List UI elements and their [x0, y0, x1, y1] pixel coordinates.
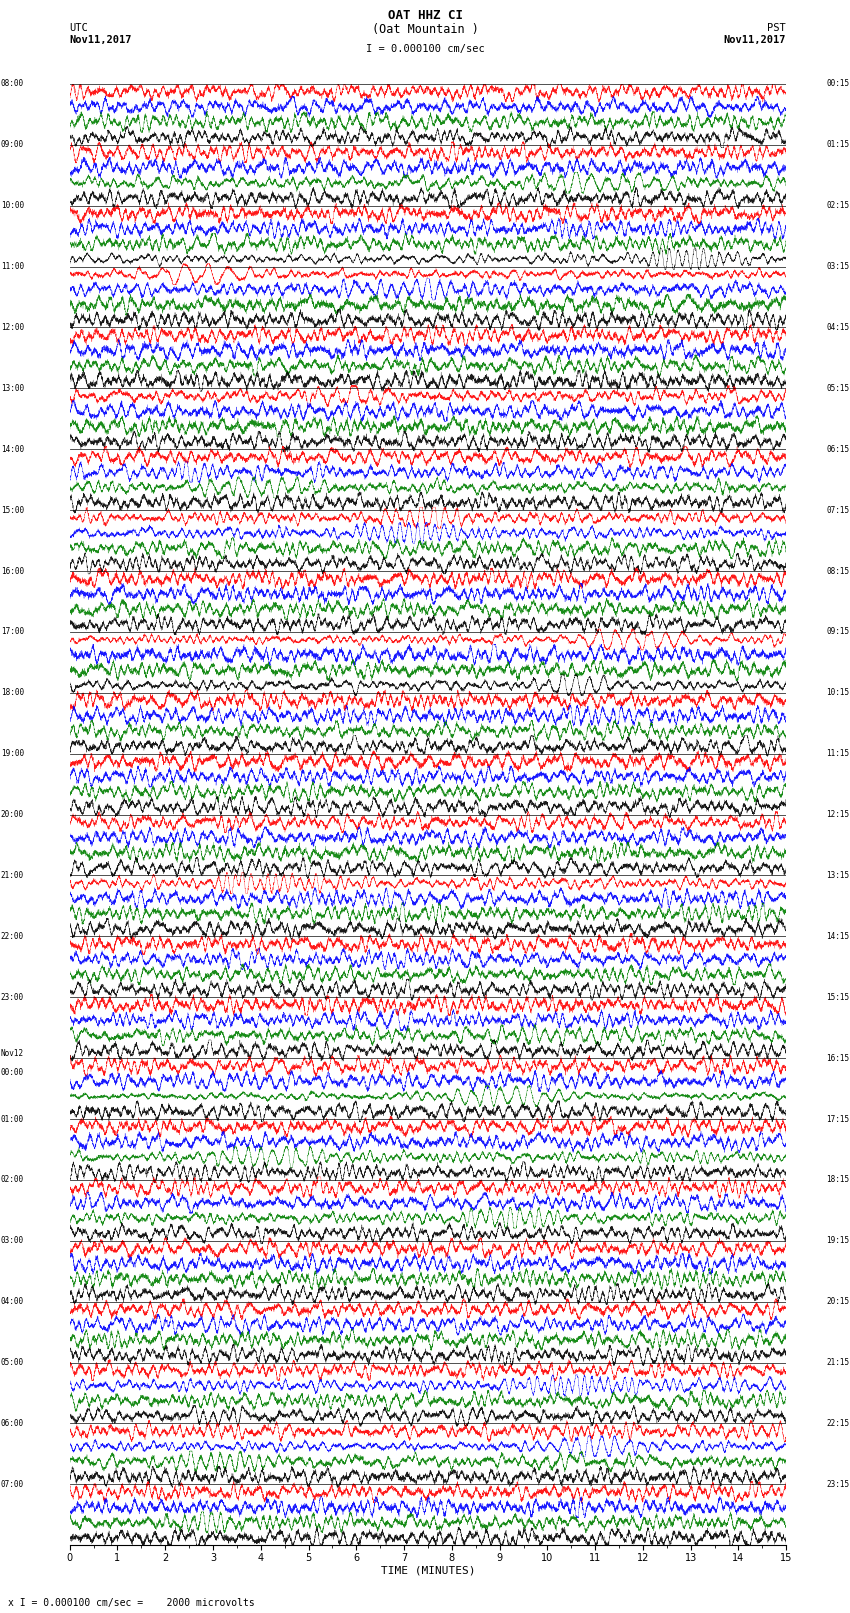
- Text: 13:00: 13:00: [1, 384, 24, 394]
- Text: 03:00: 03:00: [1, 1236, 24, 1245]
- Text: x I = 0.000100 cm/sec =    2000 microvolts: x I = 0.000100 cm/sec = 2000 microvolts: [8, 1598, 255, 1608]
- Text: 06:15: 06:15: [826, 445, 849, 453]
- Text: 14:00: 14:00: [1, 445, 24, 453]
- Text: 21:00: 21:00: [1, 871, 24, 881]
- Text: 09:15: 09:15: [826, 627, 849, 637]
- Text: Nov12: Nov12: [1, 1048, 24, 1058]
- Text: 02:00: 02:00: [1, 1176, 24, 1184]
- Text: 10:00: 10:00: [1, 202, 24, 210]
- Text: UTC: UTC: [70, 24, 88, 34]
- Text: 06:00: 06:00: [1, 1419, 24, 1428]
- Text: 07:00: 07:00: [1, 1479, 24, 1489]
- Text: 04:15: 04:15: [826, 323, 849, 332]
- Text: 18:15: 18:15: [826, 1176, 849, 1184]
- Text: 16:15: 16:15: [826, 1053, 849, 1063]
- Text: 07:15: 07:15: [826, 505, 849, 515]
- Text: 20:00: 20:00: [1, 810, 24, 819]
- Text: 01:15: 01:15: [826, 140, 849, 150]
- Text: 22:00: 22:00: [1, 932, 24, 940]
- Text: PST: PST: [768, 24, 786, 34]
- Text: 08:15: 08:15: [826, 566, 849, 576]
- Text: 08:00: 08:00: [1, 79, 24, 89]
- Text: 02:15: 02:15: [826, 202, 849, 210]
- Text: 12:00: 12:00: [1, 323, 24, 332]
- Text: 20:15: 20:15: [826, 1297, 849, 1307]
- Text: 16:00: 16:00: [1, 566, 24, 576]
- Text: Nov11,2017: Nov11,2017: [723, 35, 786, 45]
- Text: 19:15: 19:15: [826, 1236, 849, 1245]
- Text: Nov11,2017: Nov11,2017: [70, 35, 133, 45]
- Text: 04:00: 04:00: [1, 1297, 24, 1307]
- Text: 22:15: 22:15: [826, 1419, 849, 1428]
- Text: 03:15: 03:15: [826, 261, 849, 271]
- Text: 01:00: 01:00: [1, 1115, 24, 1124]
- Text: 19:00: 19:00: [1, 748, 24, 758]
- Text: 23:00: 23:00: [1, 992, 24, 1002]
- Text: 17:15: 17:15: [826, 1115, 849, 1124]
- Text: 17:00: 17:00: [1, 627, 24, 637]
- Text: OAT HHZ CI: OAT HHZ CI: [388, 10, 462, 23]
- Text: 11:15: 11:15: [826, 748, 849, 758]
- Text: 09:00: 09:00: [1, 140, 24, 150]
- Text: 12:15: 12:15: [826, 810, 849, 819]
- Text: 18:00: 18:00: [1, 689, 24, 697]
- Text: 23:15: 23:15: [826, 1479, 849, 1489]
- Text: 13:15: 13:15: [826, 871, 849, 881]
- Text: 05:15: 05:15: [826, 384, 849, 394]
- Text: 11:00: 11:00: [1, 261, 24, 271]
- Text: 05:00: 05:00: [1, 1358, 24, 1368]
- X-axis label: TIME (MINUTES): TIME (MINUTES): [381, 1566, 475, 1576]
- Text: 15:15: 15:15: [826, 992, 849, 1002]
- Text: 00:00: 00:00: [1, 1068, 24, 1077]
- Text: 00:15: 00:15: [826, 79, 849, 89]
- Text: I = 0.000100 cm/sec: I = 0.000100 cm/sec: [366, 44, 484, 53]
- Text: 21:15: 21:15: [826, 1358, 849, 1368]
- Text: 14:15: 14:15: [826, 932, 849, 940]
- Text: 10:15: 10:15: [826, 689, 849, 697]
- Text: 15:00: 15:00: [1, 505, 24, 515]
- Text: (Oat Mountain ): (Oat Mountain ): [371, 24, 479, 37]
